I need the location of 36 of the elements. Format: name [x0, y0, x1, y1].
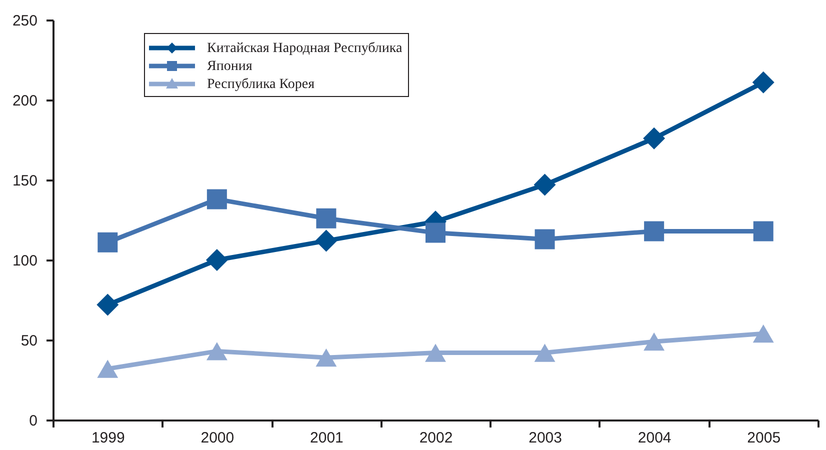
point — [315, 230, 338, 252]
point — [753, 221, 774, 242]
y-tick-label: 250 — [12, 12, 38, 30]
point — [644, 332, 665, 351]
x-tick-label: 2003 — [528, 430, 562, 446]
point — [752, 71, 774, 94]
x-tick-label: 2005 — [747, 430, 781, 446]
point — [316, 348, 337, 367]
point — [206, 249, 228, 271]
point — [97, 360, 118, 378]
legend-label: Китайская Народная Республика — [207, 41, 403, 56]
x-tick-label: 2001 — [310, 430, 344, 446]
point — [425, 344, 446, 362]
x-tick-label: 2000 — [200, 430, 234, 446]
x-tick-label: 1999 — [91, 430, 125, 446]
point — [426, 222, 446, 243]
y-tick-label: 150 — [12, 172, 38, 190]
point — [534, 174, 556, 196]
point — [316, 208, 336, 228]
x-tick-label: 2002 — [419, 430, 453, 446]
point — [206, 342, 228, 360]
point — [96, 294, 119, 316]
point — [752, 324, 774, 343]
y-tick-label: 100 — [12, 252, 38, 270]
point — [643, 127, 666, 150]
point — [534, 344, 556, 362]
y-tick-label: 200 — [12, 92, 38, 110]
point — [534, 229, 555, 250]
point — [644, 221, 664, 242]
legend-label: Республика Корея — [207, 77, 316, 92]
y-tick-label: 50 — [20, 332, 38, 350]
point — [206, 189, 227, 210]
legend-label: Япония — [207, 59, 253, 74]
point — [98, 232, 118, 252]
x-tick-label: 2004 — [638, 430, 672, 446]
y-tick-label: 0 — [29, 412, 38, 430]
